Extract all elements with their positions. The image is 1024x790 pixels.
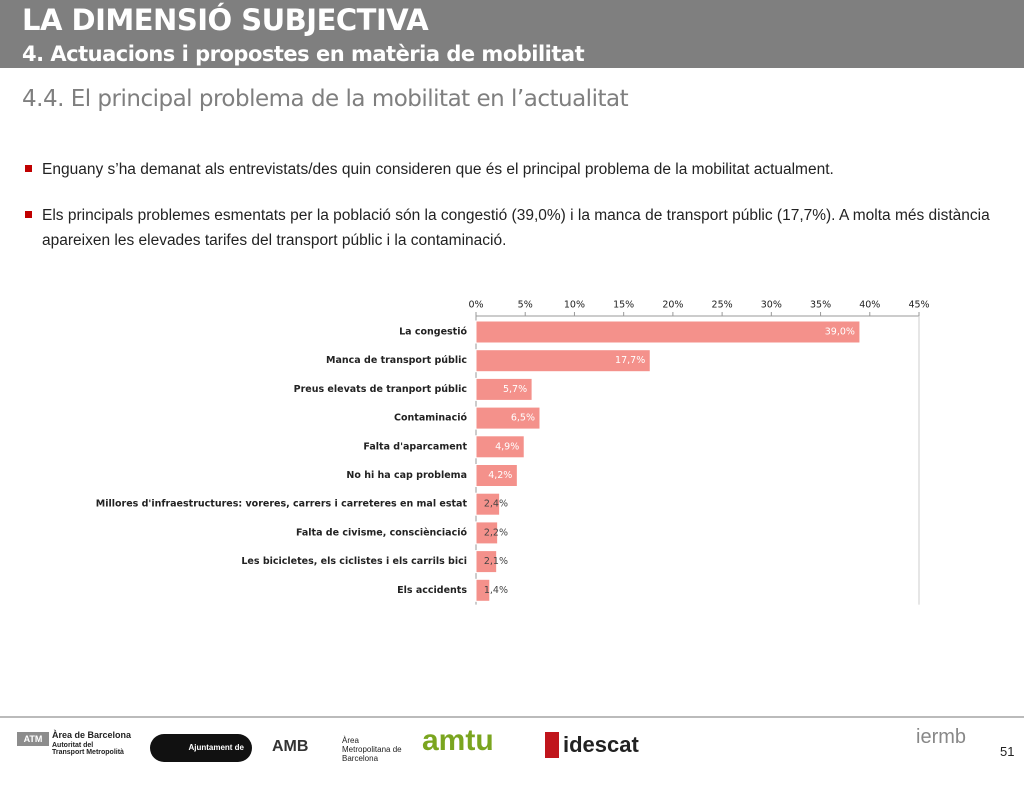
- chart: 0% 5% 10% 15% 20% 25% 30% 35% 40% 45% La congestió…: [96, 300, 930, 605]
- bar: [475, 320, 861, 344]
- data-label: 6,5%: [511, 413, 535, 424]
- x-tick-label: 25%: [712, 300, 733, 311]
- data-label: 4,9%: [495, 441, 519, 452]
- section-title: 4.4. El principal problema de la mobilit…: [22, 86, 629, 112]
- logo: Ajuntament de Barcelona: [150, 734, 252, 780]
- logo-text: Autoritat del Transport Metropolità: [52, 742, 124, 756]
- data-label: 1,4%: [484, 585, 508, 596]
- x-tick-label: 30%: [761, 300, 782, 311]
- bar: [475, 464, 518, 487]
- bar: [475, 550, 498, 574]
- x-tick-label: 15%: [613, 300, 634, 311]
- data-label: 2,1%: [484, 556, 508, 567]
- logo: amtu: [422, 724, 494, 757]
- bullet: Els principals problemes esmentats per l…: [25, 203, 992, 253]
- x-tick-label: 35%: [810, 300, 831, 311]
- data-label: 2,2%: [484, 527, 508, 538]
- title: LA DIMENSIÓ SUBJECTIVA: [22, 3, 429, 37]
- data-label: 17,7%: [615, 355, 645, 366]
- y-tick-label: No hi ha cap problema: [346, 470, 467, 481]
- bar: [475, 349, 651, 373]
- x-tick-label: 0%: [468, 300, 483, 311]
- logo: AMB: [272, 738, 309, 755]
- y-tick-label: Falta de civisme, consciènciació: [296, 527, 468, 538]
- footer: ATM Àrea de Barcelona Autoritat del Tran…: [0, 716, 1024, 780]
- x-tick-label: 5%: [518, 300, 533, 311]
- bar: [475, 521, 499, 545]
- bar: [475, 492, 501, 516]
- logo-text: Àrea de Barcelona: [52, 730, 132, 740]
- logo: iermb: [916, 726, 967, 748]
- header-band: LA DIMENSIÓ SUBJECTIVA 4. Actuacions i p…: [0, 0, 1024, 68]
- bullet: Enguany s’ha demanat als entrevistats/de…: [25, 157, 992, 182]
- y-tick-label: Preus elevats de tranport públic: [294, 384, 467, 395]
- page-number: 51: [1000, 744, 1015, 759]
- data-label: 39,0%: [825, 327, 855, 338]
- x-tick-label: 45%: [908, 300, 929, 311]
- y-tick-label: Contaminació: [394, 413, 467, 424]
- x-tick-label: 10%: [564, 300, 585, 311]
- logo: idescat: [545, 732, 639, 758]
- data-label: 2,4%: [484, 499, 508, 510]
- y-tick-label: La congestió: [399, 327, 467, 338]
- data-label: 4,2%: [488, 470, 512, 481]
- bar: [475, 578, 491, 602]
- x-tick-label: 40%: [859, 300, 880, 311]
- y-tick-label: Falta d'aparcament: [363, 441, 467, 452]
- subtitle: 4. Actuacions i propostes en matèria de …: [22, 42, 585, 66]
- y-tick-label: Millores d'infraestructures: voreres, ca…: [96, 499, 468, 510]
- logo-text: Àrea Metropolitana de Barcelona: [342, 736, 402, 763]
- y-tick-label: Els accidents: [397, 585, 467, 596]
- y-tick-label: Les bicicletes, els ciclistes i els carr…: [241, 556, 467, 567]
- bar: [475, 435, 525, 459]
- logo: ATM: [17, 732, 49, 746]
- bar: [475, 406, 541, 430]
- data-label: 5,7%: [503, 384, 527, 395]
- bar: [475, 377, 533, 401]
- y-tick-label: Manca de transport públic: [326, 355, 467, 366]
- x-tick-label: 20%: [662, 300, 683, 311]
